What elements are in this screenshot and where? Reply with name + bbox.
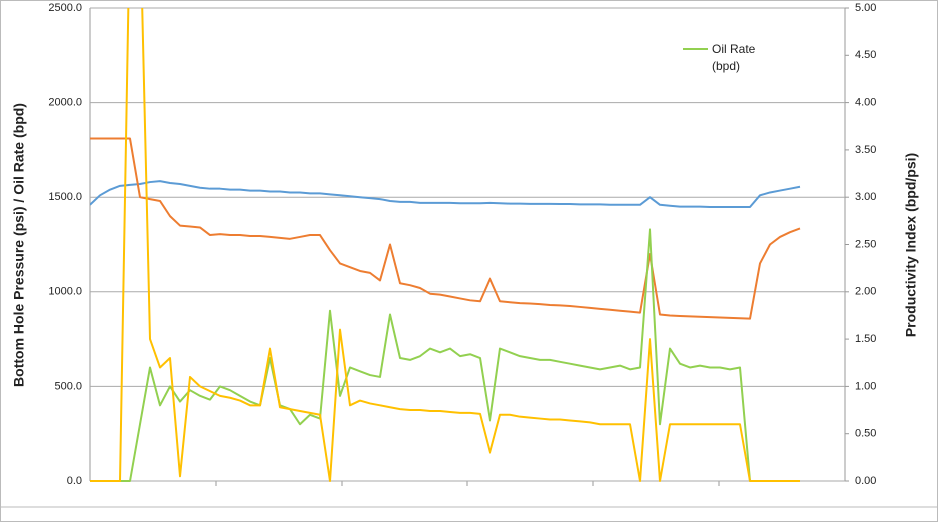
series-line <box>90 228 800 482</box>
y2-tick-label: 3.50 <box>855 144 876 156</box>
y2-tick-label: 4.00 <box>855 97 876 109</box>
series-line <box>90 137 801 320</box>
y-axis-title: Bottom Hole Pressure (psi) / Oil Rate (b… <box>11 103 27 387</box>
y-tick-label: 2000.0 <box>48 97 82 109</box>
y2-axis-title: Productivity Index (bpd/psi) <box>903 153 919 337</box>
y2-tick-label: 2.50 <box>855 238 876 250</box>
y2-tick-label: 1.00 <box>855 380 876 392</box>
y-tick-label: 2500.0 <box>48 2 82 14</box>
y-tick-label: 1500.0 <box>48 191 82 203</box>
y-tick-label: 1000.0 <box>48 286 82 298</box>
legend-label: Oil Rate (bpd) <box>712 42 756 73</box>
series-line <box>90 180 801 209</box>
y-tick-label: 500.0 <box>54 380 82 392</box>
y2-tick-label: 0.50 <box>855 428 876 440</box>
y2-tick-label: 2.00 <box>855 286 876 298</box>
y2-tick-label: 1.50 <box>855 333 876 345</box>
series-line <box>90 8 800 482</box>
y-tick-label: 0.0 <box>67 475 82 487</box>
y2-tick-label: 4.50 <box>855 49 876 61</box>
y2-tick-label: 0.00 <box>855 475 876 487</box>
y2-tick-label: 5.00 <box>855 2 876 14</box>
plot-area <box>90 8 801 482</box>
x-ticks <box>215 481 720 486</box>
y2-tick-label: 3.00 <box>855 191 876 203</box>
